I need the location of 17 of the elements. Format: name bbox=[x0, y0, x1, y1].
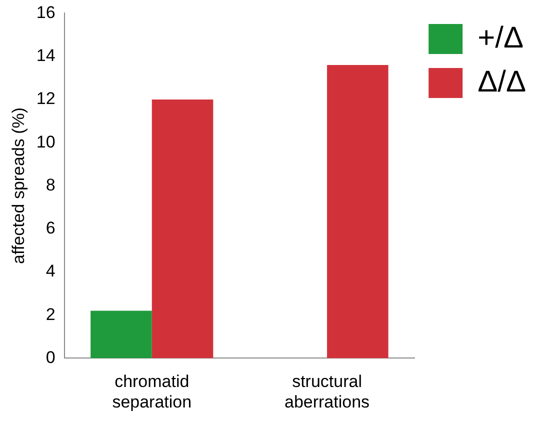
y-tick-label: 10 bbox=[36, 132, 56, 152]
y-tick-label: 8 bbox=[46, 175, 56, 194]
legend-label: +/Δ bbox=[478, 21, 524, 54]
x-tick-label: structural aberrations bbox=[284, 372, 370, 412]
y-tick-label: 6 bbox=[46, 218, 56, 238]
bar bbox=[152, 99, 214, 358]
y-tick-label: 12 bbox=[36, 89, 56, 108]
y-tick-label: 0 bbox=[46, 348, 56, 367]
legend-label: Δ/Δ bbox=[478, 65, 526, 98]
y-tick-label: 16 bbox=[36, 2, 56, 22]
x-tick-label: chromatid separation bbox=[112, 372, 192, 412]
y-tick-label: 14 bbox=[36, 46, 56, 66]
bar bbox=[327, 64, 388, 358]
y-tick-label: 2 bbox=[46, 304, 56, 324]
y-tick-label: 4 bbox=[46, 262, 56, 281]
y-axis-title: affected spreads (%) bbox=[8, 107, 28, 264]
bar bbox=[90, 310, 152, 358]
